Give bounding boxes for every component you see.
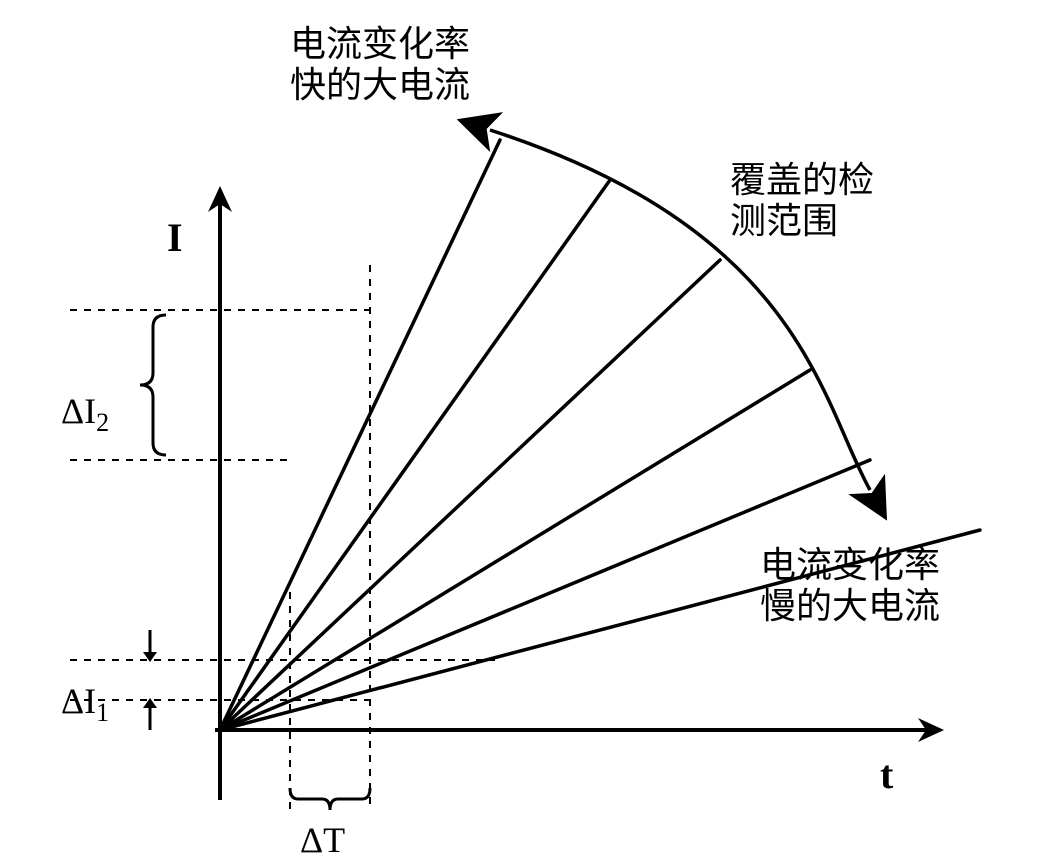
right-top-annotation-line2: 测范围 xyxy=(730,201,838,241)
delta-i1-label: ΔI1 xyxy=(45,640,109,728)
delta-i1-sub: 1 xyxy=(96,699,109,728)
delta-i1-main: ΔI xyxy=(61,681,96,721)
delta-i2-main: ΔI xyxy=(61,391,96,431)
x-axis-label: t xyxy=(880,752,893,798)
delta-i2-label: ΔI2 xyxy=(45,350,109,438)
delta-t-label: ΔT xyxy=(300,820,345,861)
top-annotation-line2: 快的大电流 xyxy=(290,65,470,105)
right-bottom-annotation: 电流变化率 慢的大电流 xyxy=(760,545,940,628)
top-annotation-line1: 电流变化率 xyxy=(290,24,470,64)
top-annotation: 电流变化率 快的大电流 xyxy=(290,24,470,107)
diagram-svg xyxy=(0,0,1040,846)
right-bottom-annotation-line2: 慢的大电流 xyxy=(760,586,940,626)
right-bottom-annotation-line1: 电流变化率 xyxy=(760,545,940,585)
right-top-annotation: 覆盖的检 测范围 xyxy=(730,160,874,243)
right-top-annotation-line1: 覆盖的检 xyxy=(730,160,874,200)
y-axis-label: I xyxy=(167,215,183,261)
delta-i2-sub: 2 xyxy=(96,409,109,438)
